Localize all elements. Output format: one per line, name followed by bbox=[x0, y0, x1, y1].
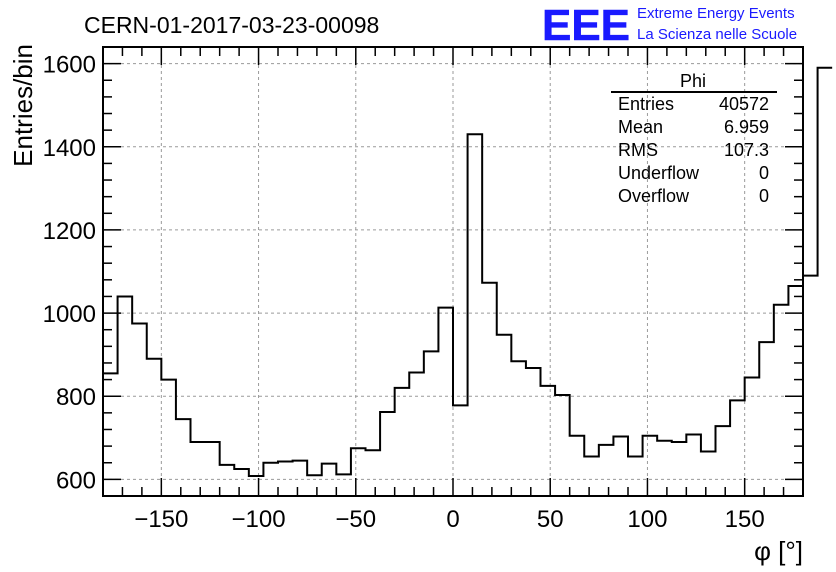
x-tick-label: 150 bbox=[725, 506, 765, 533]
x-tick-label: 50 bbox=[537, 506, 564, 533]
x-tick-label: 0 bbox=[446, 506, 459, 533]
logo-line-1: Extreme Energy Events bbox=[637, 5, 795, 22]
histogram-line bbox=[103, 66, 833, 478]
stats-label: Overflow bbox=[618, 186, 690, 206]
stats-label: Mean bbox=[618, 117, 663, 137]
stats-value: 40572 bbox=[719, 94, 769, 114]
y-tick-label: 1000 bbox=[43, 301, 96, 328]
stats-value: 0 bbox=[759, 186, 769, 206]
x-tick-label: −150 bbox=[134, 506, 188, 533]
stats-label: Underflow bbox=[618, 163, 700, 183]
y-axis-label: Entries/bin bbox=[8, 44, 38, 167]
y-tick-label: 1600 bbox=[43, 52, 96, 79]
x-tick-label: 100 bbox=[627, 506, 667, 533]
y-tick-label: 1400 bbox=[43, 135, 96, 162]
y-tick-label: 800 bbox=[56, 384, 96, 411]
stats-box: Phi Entries 40572 Mean 6.959 RMS 107.3 U… bbox=[611, 71, 777, 206]
stats-label: RMS bbox=[618, 140, 658, 160]
eee-logo: EEE Extreme Energy Events La Scienza nel… bbox=[542, 1, 797, 51]
x-axis-ticks: −150 −100 −50 0 50 100 150 bbox=[102, 47, 804, 533]
y-tick-label: 600 bbox=[56, 467, 96, 494]
stats-title: Phi bbox=[680, 71, 706, 91]
y-axis-ticks: 600 800 1000 1200 1400 1600 bbox=[43, 46, 803, 494]
y-tick-label: 1200 bbox=[43, 218, 96, 245]
chart-title: CERN-01-2017-03-23-00098 bbox=[84, 12, 379, 38]
stats-label: Entries bbox=[618, 94, 674, 114]
stats-value: 0 bbox=[759, 163, 769, 183]
x-axis-label: φ [°] bbox=[754, 536, 803, 566]
x-tick-label: −50 bbox=[335, 506, 376, 533]
stats-value: 6.959 bbox=[724, 117, 769, 137]
logo-line-2: La Scienza nelle Scuole bbox=[637, 26, 797, 43]
stats-value: 107.3 bbox=[724, 140, 769, 160]
logo-mark: EEE bbox=[542, 1, 630, 50]
x-tick-label: −100 bbox=[232, 506, 286, 533]
